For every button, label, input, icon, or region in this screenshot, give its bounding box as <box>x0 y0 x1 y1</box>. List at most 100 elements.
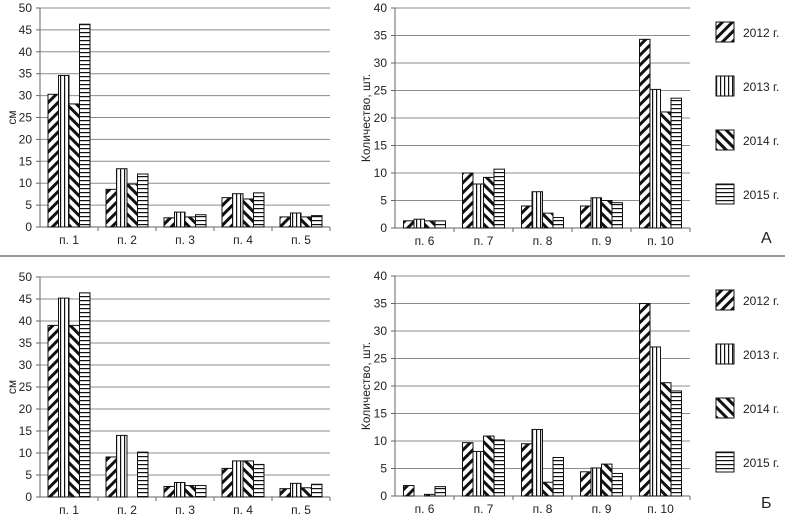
y-tick-label: 5 <box>380 462 387 476</box>
y-tick-label: 45 <box>19 23 33 37</box>
bar-2012 <box>403 485 415 497</box>
bar-2014 <box>601 200 613 229</box>
y-tick-label: 30 <box>19 358 33 372</box>
bar-2014 <box>424 493 436 497</box>
y-tick-label: 40 <box>374 1 388 15</box>
bar-2012 <box>462 442 474 497</box>
x-tick-label: п. 8 <box>533 502 553 516</box>
y-tick-label: 25 <box>19 380 33 394</box>
legend-swatch <box>715 343 735 365</box>
bar-2013 <box>58 297 70 498</box>
bar-2015 <box>493 168 505 229</box>
bar-2013 <box>116 168 128 228</box>
bar-2014 <box>660 382 672 497</box>
panel-label-b: Б <box>761 495 772 512</box>
legend-swatch <box>715 451 735 473</box>
legend-label: 2014 г. <box>743 402 779 416</box>
y-tick-label: 50 <box>19 270 33 284</box>
bar-2013 <box>232 193 244 228</box>
bar-2015 <box>311 483 323 498</box>
bar-2013 <box>472 183 484 229</box>
x-tick-label: п. 10 <box>647 234 674 248</box>
bar-2012 <box>462 172 474 229</box>
x-tick-label: п. 3 <box>175 233 195 247</box>
x-tick-label: п. 2 <box>117 503 137 517</box>
bar-2014 <box>68 324 80 498</box>
y-tick-label: 0 <box>25 220 32 234</box>
bar-2015 <box>611 472 623 497</box>
bar-2012 <box>639 38 651 229</box>
bar-2015 <box>311 215 323 228</box>
y-tick-label: 25 <box>19 111 33 125</box>
x-tick-label: п. 4 <box>233 503 253 517</box>
bar-2012 <box>580 471 592 497</box>
y-tick-label: 5 <box>25 468 32 482</box>
bar-2013 <box>472 450 484 497</box>
bar-2015 <box>493 439 505 497</box>
bar-2013 <box>649 346 661 497</box>
y-tick-label: 30 <box>19 89 33 103</box>
y-tick-label: 5 <box>380 194 387 208</box>
bar-2013 <box>590 467 602 497</box>
bar-2015 <box>611 202 623 229</box>
y-tick-label: 35 <box>19 67 33 81</box>
bar-2014 <box>601 463 613 497</box>
bar-2012 <box>163 217 175 228</box>
y-axis-label: см <box>5 380 19 394</box>
x-tick-label: п. 7 <box>474 234 494 248</box>
bar-2015 <box>137 451 149 498</box>
bar-2013 <box>590 197 602 229</box>
x-tick-label: п. 6 <box>415 234 435 248</box>
bar-2013 <box>290 212 302 228</box>
y-tick-label: 10 <box>374 434 388 448</box>
legend-label: 2014 г. <box>743 134 779 148</box>
chart-2: 0 5 10 15 20 25 30 35 40 Количество, шт. п. 6 п. 7 п… <box>359 1 779 248</box>
bar-2015 <box>552 457 564 497</box>
bar-2012 <box>580 205 592 229</box>
bar-2013 <box>413 218 425 229</box>
legend-swatch <box>715 397 735 419</box>
bar-2012 <box>279 216 291 228</box>
x-tick-label: п. 10 <box>647 502 674 516</box>
bar-2014 <box>300 487 312 498</box>
legend-label: 2013 г. <box>743 80 779 94</box>
y-tick-label: 20 <box>19 132 33 146</box>
bar-2012 <box>521 443 533 497</box>
bar-2012 <box>521 205 533 229</box>
y-tick-label: 35 <box>19 336 33 350</box>
chart-4: 0 5 10 15 20 25 30 35 40 Количество, шт. п. 6 п. 7 п… <box>359 269 779 516</box>
x-tick-label: п. 1 <box>59 233 79 247</box>
y-tick-label: 10 <box>19 446 33 460</box>
y-axis-label: Количество, шт. <box>359 342 373 430</box>
bar-2013 <box>232 460 244 498</box>
bar-2012 <box>221 467 233 498</box>
legend-swatch <box>715 21 735 43</box>
x-tick-label: п. 5 <box>291 503 311 517</box>
bar-2015 <box>253 192 265 228</box>
y-tick-label: 40 <box>19 45 33 59</box>
legend-swatch <box>715 289 735 311</box>
bar-2015 <box>670 97 682 229</box>
legend-label: 2015 г. <box>743 188 779 202</box>
bar-2014 <box>300 216 312 228</box>
bar-2014 <box>483 176 495 229</box>
chart-1: 0 5 10 15 20 25 30 35 40 45 50 см п. 1 п. 2 п. 3 п. 4 п.… <box>5 1 331 247</box>
y-tick-label: 0 <box>380 489 387 503</box>
legend-swatch <box>715 129 735 151</box>
bar-2012 <box>403 220 415 229</box>
y-tick-label: 15 <box>374 139 388 153</box>
y-tick-label: 20 <box>19 402 33 416</box>
y-axis-label: Количество, шт. <box>359 74 373 162</box>
bar-2015 <box>195 485 207 498</box>
panel-label-a: А <box>761 230 772 247</box>
bar-2013 <box>531 428 543 497</box>
legend-label: 2012 г. <box>743 26 779 40</box>
y-tick-label: 15 <box>374 407 388 421</box>
y-tick-label: 30 <box>374 56 388 70</box>
bar-2012 <box>105 188 117 228</box>
bar-2014 <box>242 460 254 498</box>
bar-2012 <box>279 488 291 498</box>
y-tick-label: 40 <box>19 314 33 328</box>
y-tick-label: 10 <box>374 166 388 180</box>
bar-2015 <box>670 390 682 497</box>
